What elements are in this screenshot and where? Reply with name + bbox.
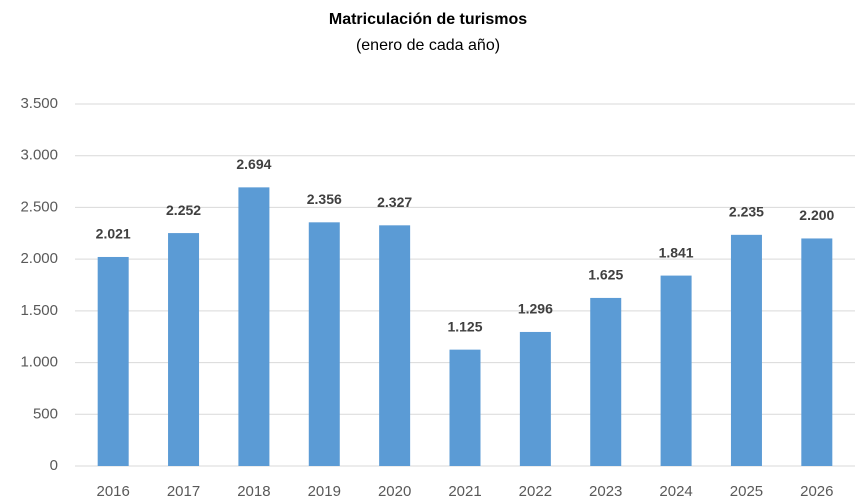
value-label: 2.327 [377,194,412,210]
bar [308,222,340,466]
y-tick-label: 500 [33,405,58,422]
bar [168,233,200,466]
value-label: 1.841 [659,244,694,260]
value-label: 1.296 [518,301,553,317]
value-label: 2.200 [799,207,834,223]
x-tick-label: 2019 [308,483,341,500]
bar [97,256,129,466]
x-tick-label: 2022 [519,483,552,500]
x-tick-label: 2018 [237,483,270,500]
y-tick-label: 0 [50,457,58,474]
chart-title: Matriculación de turismos [329,11,527,28]
value-label: 2.356 [307,191,342,207]
x-tick-label: 2016 [96,483,129,500]
value-label: 1.625 [588,267,623,283]
x-tick-label: 2025 [730,483,763,500]
x-tick-label: 2023 [589,483,622,500]
chart-subtitle: (enero de cada año) [356,37,500,54]
bar [590,297,622,466]
value-label: 1.125 [447,318,482,334]
y-tick-label: 1.500 [20,302,58,319]
x-tick-label: 2020 [378,483,411,500]
bar [238,187,270,466]
bar [519,331,551,466]
bar [801,238,833,466]
x-tick-label: 2024 [659,483,692,500]
x-tick-label: 2017 [167,483,200,500]
y-tick-label: 3.500 [20,95,58,112]
bar [660,275,692,466]
bar [730,234,762,466]
bar [379,225,411,466]
value-label: 2.694 [236,156,271,172]
y-tick-label: 1.000 [20,354,58,371]
y-tick-label: 2.000 [20,250,58,267]
y-tick-label: 2.500 [20,198,58,215]
y-tick-label: 3.000 [20,147,58,164]
x-tick-label: 2021 [448,483,481,500]
value-label: 2.235 [729,204,764,220]
x-tick-label: 2026 [800,483,833,500]
bar [449,349,481,466]
value-label: 2.252 [166,202,201,218]
value-label: 2.021 [96,226,131,242]
